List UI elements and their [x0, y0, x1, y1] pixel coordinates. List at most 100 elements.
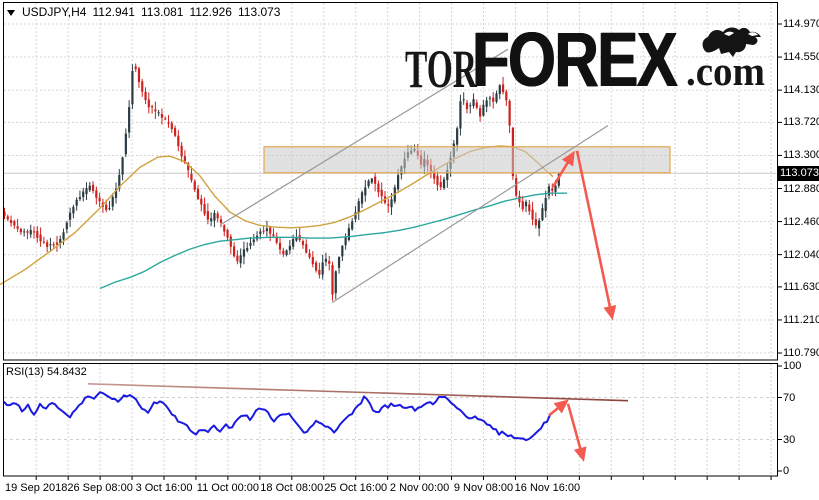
candle-body	[42, 241, 45, 243]
time-axis-label: 26 Sep 08:00	[67, 482, 133, 494]
candle-body	[275, 236, 278, 243]
rsi-line	[3, 391, 552, 442]
current-price-tag: 113.073	[777, 166, 819, 181]
candle-body	[196, 188, 200, 200]
time-axis-label: 16 Nov 16:00	[514, 482, 581, 494]
price-axis-label: 113.300	[783, 149, 819, 162]
candle-body	[282, 250, 285, 255]
rsi-panel-frame	[3, 363, 778, 477]
candle-body	[229, 236, 232, 247]
candle-body	[557, 173, 560, 186]
candle-body	[147, 99, 150, 108]
candle-body	[105, 204, 108, 211]
candle-body	[397, 175, 400, 190]
candle-body	[305, 244, 308, 253]
candle-body	[370, 178, 373, 183]
candle-body	[485, 100, 488, 107]
ma-slow-line	[99, 192, 567, 290]
candlestick-series	[3, 63, 560, 301]
candle-body	[183, 156, 186, 163]
candle-body	[501, 84, 505, 93]
rsi-axis-label: 30	[783, 433, 796, 446]
candle-body	[59, 238, 62, 244]
candle-body	[459, 101, 462, 129]
candle-body	[292, 238, 295, 247]
candle-body	[49, 244, 52, 246]
candle-body	[321, 262, 324, 275]
price-axis-label: 112.040	[783, 248, 819, 261]
time-axis-label: 2 Nov 00:00	[389, 482, 450, 494]
candle-body	[180, 145, 183, 157]
candle-body	[219, 219, 223, 223]
candle-body	[128, 107, 131, 133]
candle-body	[39, 234, 42, 242]
price-axis-label: 114.970	[783, 18, 819, 30]
rsi-axis-label: 100	[783, 360, 802, 372]
time-axis-label: 18 Oct 08:00	[260, 482, 324, 494]
time-axis-label: 19 Sep 2018	[4, 482, 68, 494]
candle-body	[13, 221, 16, 226]
candle-body	[482, 104, 485, 116]
candle-body	[193, 181, 196, 190]
candle-body	[357, 201, 360, 213]
rsi-trendline	[87, 383, 629, 402]
resistance-zone-rect	[263, 146, 671, 174]
candle-body	[544, 197, 547, 211]
candle-body	[88, 185, 91, 191]
candle-body	[334, 271, 337, 294]
candle-body	[547, 186, 551, 196]
candle-body	[351, 221, 354, 230]
candle-body	[3, 211, 6, 217]
price-axis-label: 114.550	[783, 51, 819, 64]
candle-body	[177, 135, 180, 147]
price-axis-label: 110.790	[783, 347, 819, 359]
candle-body	[492, 97, 495, 102]
candle-body	[390, 199, 393, 208]
candle-body	[249, 242, 252, 246]
candle-body	[354, 212, 357, 220]
candle-body	[380, 189, 383, 197]
candle-body	[29, 229, 32, 235]
candle-body	[442, 179, 446, 189]
candle-body	[65, 222, 68, 230]
price-axis-label: 112.460	[783, 215, 819, 228]
candle-body	[498, 85, 501, 95]
candle-body	[206, 211, 209, 220]
candle-body	[118, 175, 121, 189]
chart-header: USDJPY,H4 112.941 113.081 112.926 113.073	[7, 5, 280, 19]
candle-body	[108, 208, 111, 210]
candle-body	[337, 257, 341, 268]
candle-body	[308, 253, 311, 258]
candle-body	[78, 197, 82, 200]
candle-body	[242, 249, 246, 257]
symbol-period-label: USDJPY,H4	[22, 5, 87, 19]
candle-body	[344, 237, 347, 246]
candle-body	[311, 257, 314, 265]
candle-body	[531, 209, 534, 220]
candle-body	[69, 212, 72, 220]
candle-body	[114, 188, 118, 198]
candle-body	[82, 191, 85, 198]
candle-body	[85, 188, 88, 195]
channel-upper-line	[221, 48, 509, 225]
candle-body	[16, 226, 19, 229]
candle-body	[141, 81, 144, 92]
candle-body	[505, 91, 508, 101]
symbol-dropdown-icon[interactable]	[7, 10, 15, 16]
ohlc-open: 112.941	[92, 5, 135, 19]
panel-frames	[3, 2, 778, 477]
candle-body	[265, 228, 268, 232]
candle-body	[328, 261, 331, 264]
candle-body	[262, 230, 265, 232]
candle-body	[213, 212, 216, 221]
candle-body	[315, 262, 318, 271]
ohlc-close: 113.073	[237, 5, 281, 19]
candle-body	[239, 255, 242, 264]
candle-body	[32, 231, 36, 233]
candle-body	[551, 188, 554, 191]
price-axis-label: 111.630	[783, 280, 819, 293]
price-axis-label: 113.720	[783, 116, 819, 129]
candle-body	[521, 201, 524, 210]
